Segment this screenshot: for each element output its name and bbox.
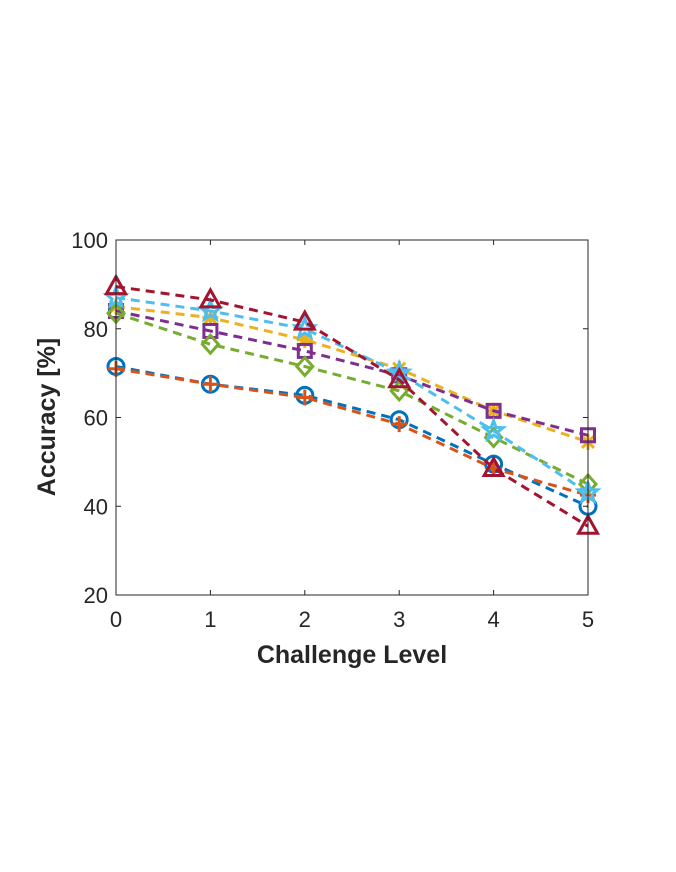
data-point-asterisk <box>296 331 313 348</box>
series-line <box>115 309 589 437</box>
data-point-asterisk <box>202 309 219 326</box>
ticks-layer: 0 1 2 3 4 5 20 40 60 80 100 <box>71 228 594 632</box>
y-tick-label: 20 <box>84 583 108 608</box>
y-tick-label: 100 <box>71 228 108 253</box>
data-point-diamond <box>294 355 315 378</box>
data-point-triangle <box>481 455 506 478</box>
x-tick-label: 0 <box>110 607 122 632</box>
series-line <box>115 367 589 497</box>
plot-area <box>116 240 588 595</box>
data-point-triangle <box>198 286 223 309</box>
x-tick-label: 5 <box>582 607 594 632</box>
x-tick-label: 1 <box>204 607 216 632</box>
data-point-plus <box>296 389 313 406</box>
data-point-plus <box>202 376 219 393</box>
series-line <box>115 285 589 528</box>
x-axis-label: Challenge Level <box>257 641 447 669</box>
x-tick-label: 3 <box>393 607 405 632</box>
data-point-diamond <box>200 333 221 356</box>
data-point-triangle <box>292 309 317 331</box>
y-tick-label: 40 <box>84 494 108 519</box>
x-tick-label: 4 <box>487 607 499 632</box>
series-line <box>115 311 589 486</box>
data-point-plus <box>391 416 408 433</box>
y-tick-label: 80 <box>84 317 108 342</box>
y-axis-label: Accuracy [%] <box>33 338 61 496</box>
x-tick-label: 2 <box>299 607 311 632</box>
data-point-triangle <box>387 366 412 389</box>
data-point-star <box>385 358 413 385</box>
y-tick-label: 60 <box>84 406 108 431</box>
data-point-star <box>480 416 508 443</box>
